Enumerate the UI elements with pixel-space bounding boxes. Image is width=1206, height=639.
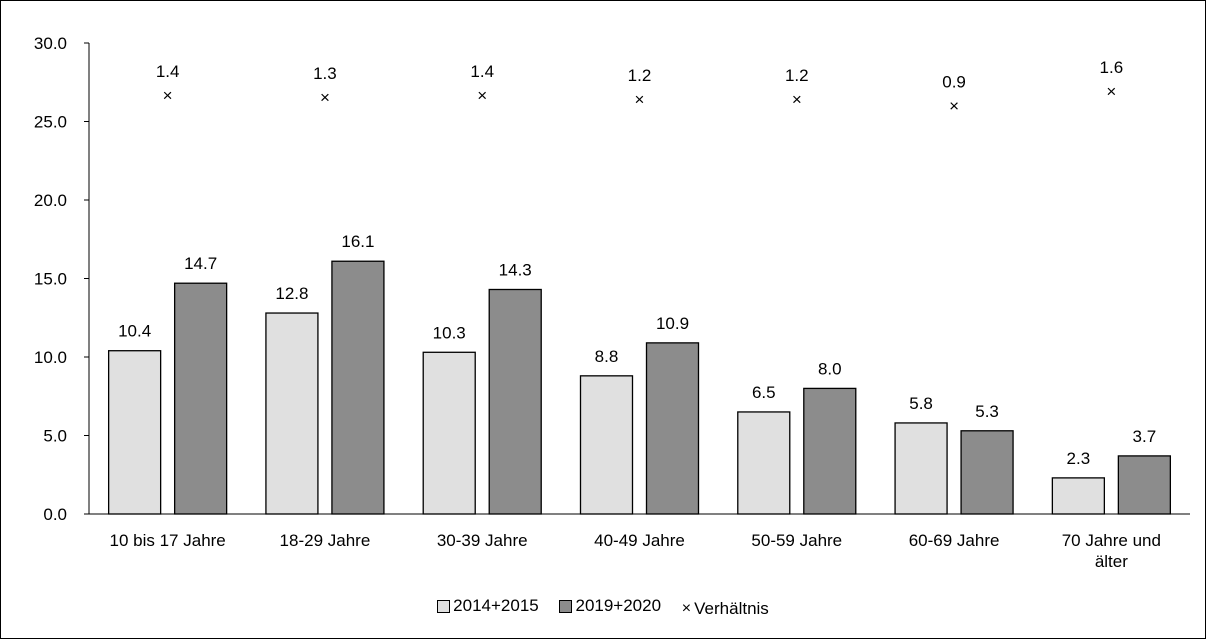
bar-2019-2020-1 [331, 260, 385, 515]
ratio-label-1: 1.3 [313, 64, 337, 83]
ratio-marker-5: × [949, 96, 959, 115]
data-label-2019-2020-1: 16.1 [341, 232, 374, 251]
ratio-label-6: 1.6 [1100, 58, 1124, 77]
legend-item-verhaeltnis: × Verhältnis [682, 599, 769, 619]
y-tick-label: 25.0 [34, 113, 67, 132]
data-label-2019-2020-4: 8.0 [818, 359, 842, 378]
legend-swatch-2019-2020 [559, 599, 573, 613]
bar-2014-2015-1 [265, 312, 319, 515]
data-label-2014-2015-4: 6.5 [752, 383, 776, 402]
legend: 2014+2015 2019+2020 × Verhältnis [0, 596, 1206, 619]
bar-2019-2020-5 [960, 430, 1014, 515]
data-label-2014-2015-6: 2.3 [1067, 449, 1091, 468]
y-tick-label: 30.0 [34, 34, 67, 53]
data-label-2019-2020-0: 14.7 [184, 254, 217, 273]
data-label-2014-2015-1: 12.8 [275, 284, 308, 303]
ratio-label-3: 1.2 [628, 66, 652, 85]
bar-2014-2015-4 [737, 411, 791, 515]
bar-2014-2015-5 [894, 422, 948, 515]
bar-chart: 0.0 5.0 10.0 15.0 20.0 25.0 30.0 10.4 14.7 × 1.4 10… [34, 34, 1190, 571]
ratio-label-5: 0.9 [942, 72, 966, 91]
bar-2019-2020-2 [488, 288, 542, 515]
y-tick-label: 10.0 [34, 348, 67, 367]
legend-item-2019-2020: 2019+2020 [559, 596, 661, 616]
data-label-2019-2020-6: 3.7 [1133, 427, 1157, 446]
x-category-label-0: 10 bis 17 Jahre [110, 531, 226, 550]
ratio-label-4: 1.2 [785, 66, 809, 85]
ratio-marker-2: × [477, 86, 487, 105]
legend-label-2014-2015: 2014+2015 [453, 596, 539, 615]
x-category-label-2: 30-39 Jahre [437, 531, 528, 550]
legend-label-verhaeltnis: Verhältnis [694, 598, 769, 618]
ratio-marker-1: × [320, 88, 330, 107]
data-label-2014-2015-2: 10.3 [433, 323, 466, 342]
x-category-label-6: 70 Jahre und [1062, 531, 1161, 550]
ratio-label-2: 1.4 [470, 62, 494, 81]
bar-2019-2020-4 [803, 387, 857, 515]
y-tick-label: 15.0 [34, 270, 67, 289]
legend-item-2014-2015: 2014+2015 [437, 596, 539, 616]
bar-2019-2020-6 [1117, 455, 1172, 515]
ratio-marker-4: × [792, 90, 802, 109]
data-label-2019-2020-5: 5.3 [975, 402, 999, 421]
data-label-2014-2015-5: 5.8 [909, 394, 933, 413]
x-category-label-6: älter [1095, 552, 1128, 571]
data-label-2014-2015-3: 8.8 [595, 347, 619, 366]
legend-label-2019-2020: 2019+2020 [575, 596, 662, 615]
x-category-label-5: 60-69 Jahre [909, 531, 1000, 550]
y-tick-label: 5.0 [43, 427, 67, 446]
bar-2014-2015-0 [107, 350, 162, 515]
y-tick-label: 20.0 [34, 191, 67, 210]
ratio-label-0: 1.4 [156, 62, 180, 81]
x-category-label-1: 18-29 Jahre [280, 531, 371, 550]
data-label-2019-2020-3: 10.9 [656, 314, 689, 333]
bar-2014-2015-2 [422, 351, 476, 515]
bar-2014-2015-3 [579, 375, 634, 515]
data-label-2019-2020-2: 14.3 [499, 260, 532, 279]
ratio-marker-0: × [163, 86, 173, 105]
bar-2014-2015-6 [1051, 477, 1106, 515]
y-tick-label: 0.0 [43, 505, 67, 524]
bar-2019-2020-3 [645, 342, 700, 515]
x-category-label-3: 40-49 Jahre [594, 531, 685, 550]
ratio-marker-3: × [635, 90, 645, 109]
x-category-label-4: 50-59 Jahre [751, 531, 842, 550]
legend-swatch-2014-2015 [437, 599, 451, 613]
ratio-marker-6: × [1106, 82, 1116, 101]
data-label-2014-2015-0: 10.4 [118, 322, 151, 341]
bar-2019-2020-0 [173, 282, 228, 515]
legend-marker-cross-icon: × [681, 599, 692, 617]
